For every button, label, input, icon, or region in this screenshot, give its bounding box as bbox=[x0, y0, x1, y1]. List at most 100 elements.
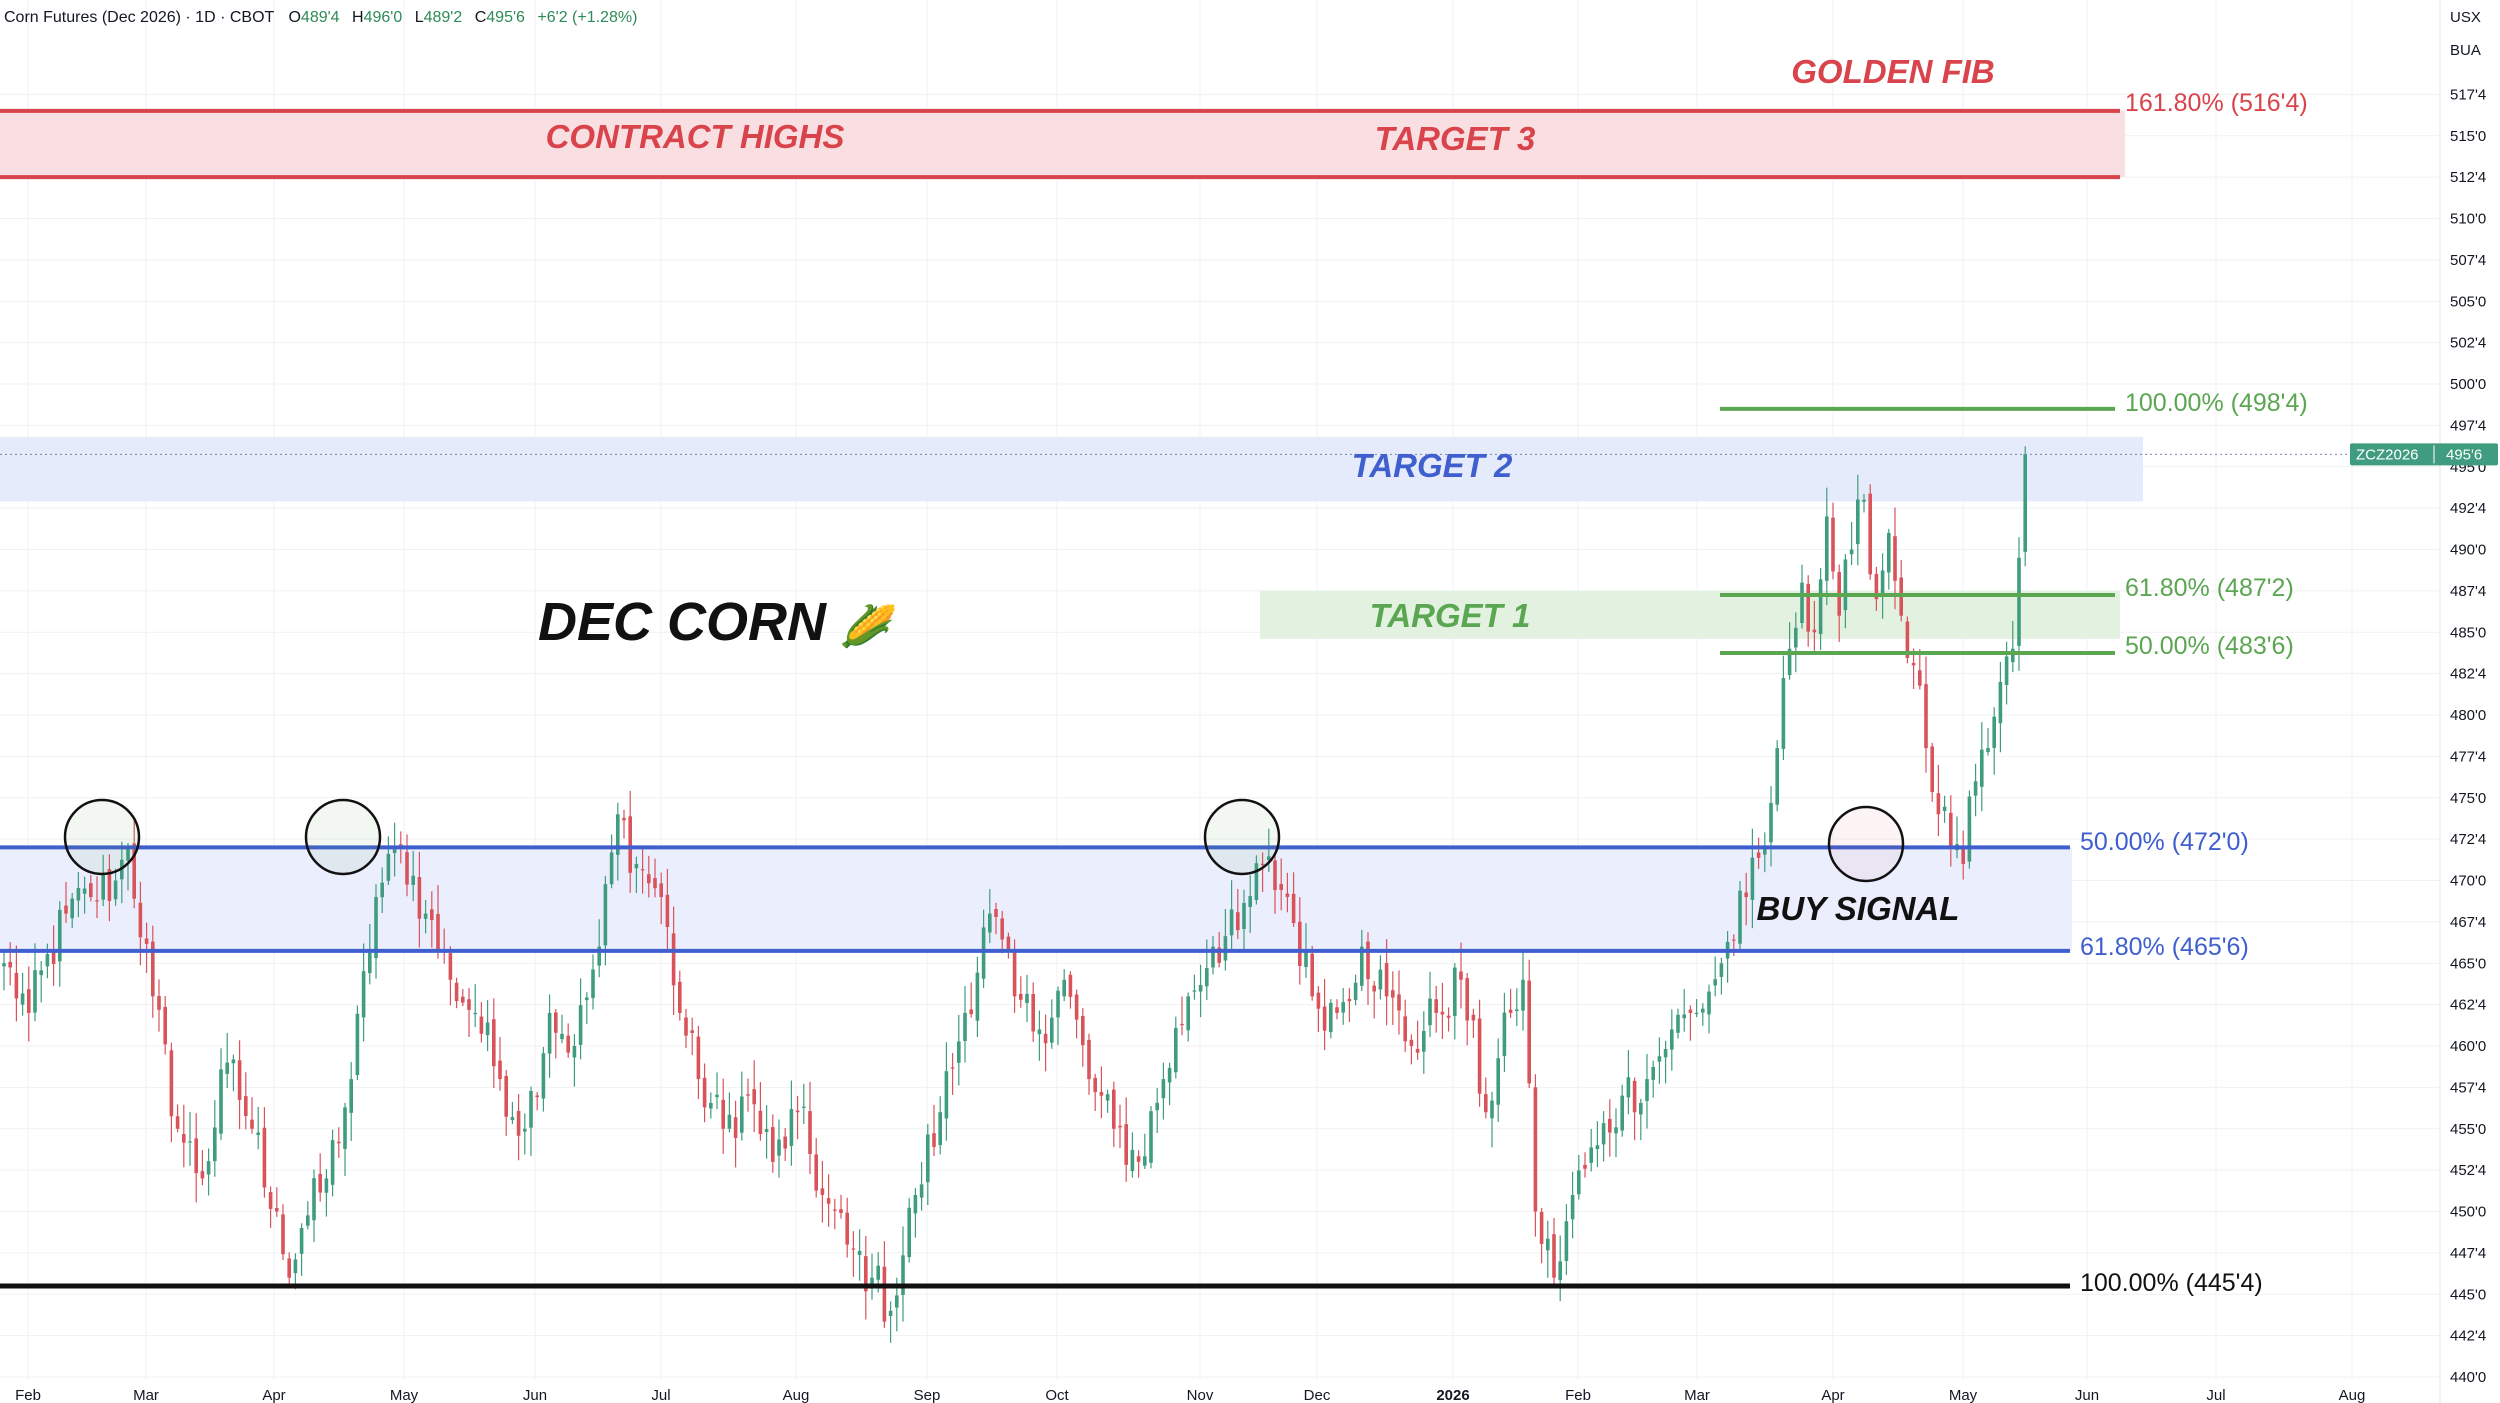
candle-body bbox=[1354, 983, 1358, 1000]
candle-body bbox=[473, 1013, 477, 1014]
candle-body bbox=[988, 914, 992, 933]
svg-text:Corn Futures (Dec 2026) · 1D ·: Corn Futures (Dec 2026) · 1D · CBOT O489… bbox=[4, 9, 637, 26]
candle-body bbox=[1943, 807, 1947, 811]
candle-body bbox=[845, 1213, 849, 1245]
price-tick-label: 452'4 bbox=[2450, 1162, 2486, 1179]
candle-body bbox=[1689, 1010, 1693, 1013]
fib-blue-618-label: 61.80% (465'6) bbox=[2080, 933, 2249, 961]
candle-body bbox=[976, 973, 980, 1021]
candle-body bbox=[554, 1012, 558, 1032]
candle-body bbox=[1968, 797, 1972, 862]
time-tick-label: Apr bbox=[262, 1387, 285, 1403]
candle-body bbox=[1701, 1009, 1705, 1013]
header-legend: Corn Futures (Dec 2026) · 1D · CBOT O489… bbox=[4, 9, 637, 26]
price-tick-label: 490'0 bbox=[2450, 542, 2486, 559]
candle-body bbox=[263, 1128, 267, 1188]
candle-body bbox=[759, 1111, 763, 1134]
price-tick-label: 482'4 bbox=[2450, 666, 2486, 683]
candle-body bbox=[771, 1127, 775, 1162]
price-tick-label: 472'4 bbox=[2450, 831, 2486, 848]
price-tick-label: 510'0 bbox=[2450, 211, 2486, 228]
chart-title: DEC CORN 🌽 bbox=[538, 592, 897, 652]
candle-body bbox=[1868, 494, 1872, 575]
candle-body bbox=[275, 1208, 279, 1211]
candle-body bbox=[1738, 891, 1742, 944]
candle-body bbox=[480, 1017, 484, 1034]
candle-body bbox=[1242, 903, 1246, 929]
candle-body bbox=[1999, 682, 2003, 723]
candle-body bbox=[1707, 992, 1711, 1015]
candle-body bbox=[585, 997, 589, 1000]
candle-body bbox=[1831, 518, 1835, 572]
candle-body bbox=[1428, 999, 1432, 1026]
candle-body bbox=[281, 1214, 285, 1254]
time-tick-label: Mar bbox=[133, 1387, 159, 1403]
candle-body bbox=[895, 1295, 899, 1307]
golden-fib-label: GOLDEN FIB bbox=[1791, 53, 1995, 90]
candle-body bbox=[1608, 1119, 1612, 1133]
candle-body bbox=[170, 1050, 174, 1116]
candle-body bbox=[411, 876, 415, 885]
price-tick-label: 465'0 bbox=[2450, 955, 2486, 972]
candle-body bbox=[1366, 942, 1370, 979]
time-tick-label: Aug bbox=[2339, 1387, 2366, 1403]
price-axis[interactable]: USX BUA 517'4 515'0 512'4 510'0 507'4 505'0 50… bbox=[2350, 0, 2500, 1403]
candle-body bbox=[1850, 550, 1854, 555]
candle-body bbox=[666, 895, 670, 927]
candle-body bbox=[783, 1137, 787, 1149]
candle-body bbox=[1007, 937, 1011, 950]
candle-body bbox=[1937, 793, 1941, 814]
buy-signal-label: BUY SIGNAL bbox=[1757, 890, 1960, 927]
candle-body bbox=[1583, 1165, 1587, 1169]
candle-body bbox=[1230, 909, 1234, 935]
candle-body bbox=[1038, 1029, 1042, 1034]
candle-body bbox=[2011, 649, 2015, 662]
candle-body bbox=[1503, 1013, 1507, 1056]
svg-text:495'6: 495'6 bbox=[2446, 446, 2482, 463]
candle-body bbox=[1961, 847, 1965, 864]
candle-body bbox=[1069, 975, 1073, 997]
candle-body bbox=[641, 869, 645, 870]
candle-body bbox=[1106, 1094, 1110, 1100]
candle-body bbox=[672, 933, 676, 985]
candle-body bbox=[889, 1311, 893, 1316]
candle-body bbox=[33, 970, 37, 1012]
candle-body bbox=[393, 849, 397, 853]
time-tick-label: Oct bbox=[1045, 1387, 1069, 1403]
candle-body bbox=[969, 1009, 973, 1014]
candle-body bbox=[77, 888, 81, 901]
candle-body bbox=[387, 854, 391, 881]
price-tick-label: 512'4 bbox=[2450, 169, 2486, 186]
candle-body bbox=[1143, 1156, 1147, 1165]
candle-body bbox=[1434, 999, 1438, 1013]
candle-body bbox=[436, 914, 440, 952]
price-tick-label: 462'4 bbox=[2450, 997, 2486, 1014]
time-tick-label: 2026 bbox=[1436, 1387, 1469, 1403]
time-tick-label: May bbox=[1949, 1387, 1978, 1403]
candle-body bbox=[1056, 991, 1060, 1018]
time-tick-label: May bbox=[390, 1387, 419, 1403]
candle-body bbox=[808, 1111, 812, 1154]
candle-body bbox=[1887, 533, 1891, 572]
candle-body bbox=[883, 1267, 887, 1322]
candle-body bbox=[2005, 656, 2009, 685]
time-axis[interactable]: Feb Mar Apr May Jun Jul Aug Sep Oct Nov Dec 2026 Feb… bbox=[15, 1387, 2365, 1403]
candle-body bbox=[95, 900, 99, 901]
candle-body bbox=[325, 1178, 329, 1192]
candle-body bbox=[1484, 1094, 1488, 1112]
candle-body bbox=[1310, 954, 1314, 997]
candle-body bbox=[1571, 1195, 1575, 1219]
highlight-circle-buy bbox=[1829, 807, 1903, 881]
candle-body bbox=[83, 889, 87, 894]
price-tick-label: 455'0 bbox=[2450, 1121, 2486, 1138]
price-tick-label: 477'4 bbox=[2450, 748, 2486, 765]
candle-body bbox=[250, 1120, 254, 1129]
time-tick-label: Jul bbox=[651, 1387, 670, 1403]
candle-body bbox=[15, 973, 19, 998]
candle-body bbox=[139, 903, 143, 938]
candle-body bbox=[1509, 1010, 1513, 1013]
candle-body bbox=[1825, 516, 1829, 580]
candle-body bbox=[244, 1096, 248, 1116]
candle-body bbox=[1881, 571, 1885, 594]
